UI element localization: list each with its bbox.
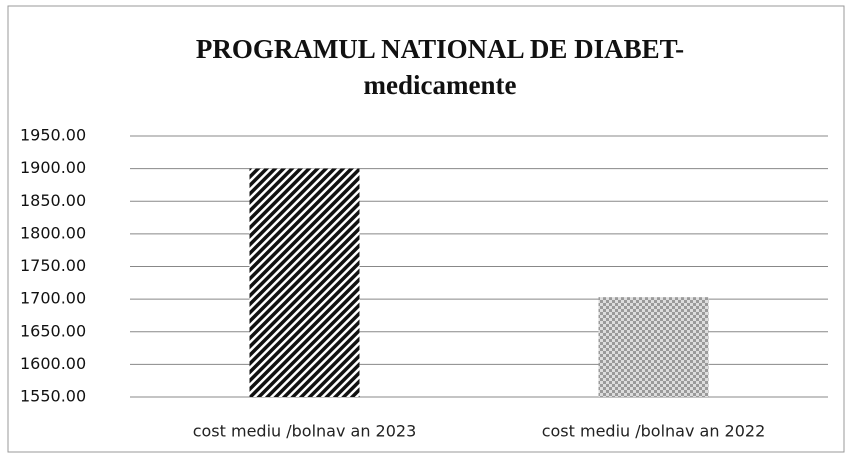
y-tick-label: 1550.00 bbox=[20, 387, 86, 406]
y-tick-label: 1700.00 bbox=[20, 289, 86, 308]
chart-border bbox=[7, 5, 845, 453]
y-tick-label: 1650.00 bbox=[20, 321, 86, 340]
chart-title: PROGRAMUL NATIONAL DE DIABET- bbox=[196, 34, 684, 64]
y-tick-label: 1950.00 bbox=[20, 126, 86, 145]
y-tick-label: 1800.00 bbox=[20, 223, 86, 242]
x-tick-label: cost mediu /bolnav an 2022 bbox=[542, 422, 766, 441]
bar bbox=[249, 168, 360, 397]
y-tick-label: 1900.00 bbox=[20, 158, 86, 177]
y-tick-label: 1750.00 bbox=[20, 256, 86, 275]
x-tick-label: cost mediu /bolnav an 2023 bbox=[193, 422, 417, 441]
y-tick-label: 1600.00 bbox=[20, 354, 86, 373]
bar bbox=[598, 297, 709, 397]
y-tick-label: 1850.00 bbox=[20, 191, 86, 210]
chart-subtitle: medicamente bbox=[364, 70, 517, 100]
